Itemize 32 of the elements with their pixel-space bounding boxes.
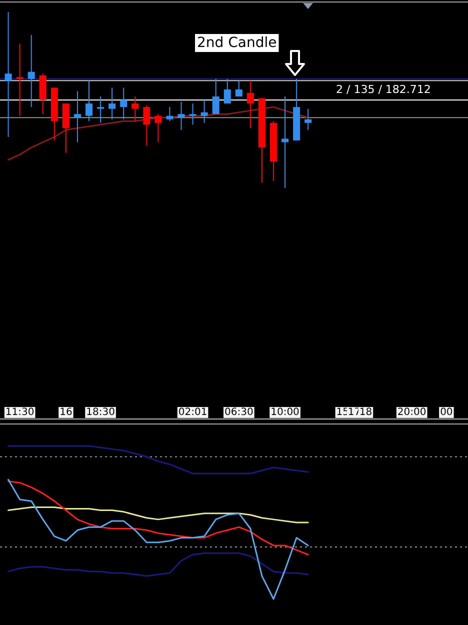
candlestick bbox=[246, 80, 254, 129]
x-tick-label: 11:30 bbox=[5, 407, 34, 418]
x-tick-label: 18 bbox=[359, 407, 372, 418]
x-tick-label: 02:01 bbox=[178, 407, 208, 418]
candlestick bbox=[166, 106, 174, 122]
candlestick bbox=[224, 78, 231, 104]
x-tick-label: 00 bbox=[440, 407, 453, 418]
candlestick bbox=[16, 43, 24, 116]
candlestick bbox=[189, 103, 196, 126]
candlestick bbox=[143, 104, 150, 146]
candlestick bbox=[108, 87, 116, 120]
candlestick bbox=[178, 101, 185, 130]
candlestick bbox=[28, 34, 35, 108]
candlestick bbox=[212, 78, 220, 115]
candlestick bbox=[132, 96, 139, 122]
candlestick bbox=[74, 90, 81, 143]
annotation: 2 / 135 / 182.712 bbox=[336, 83, 431, 96]
x-tick-label: 20:00 bbox=[397, 407, 426, 418]
candlestick bbox=[304, 108, 312, 130]
candlestick bbox=[200, 100, 208, 124]
candlestick bbox=[86, 80, 93, 122]
candlestick bbox=[235, 80, 242, 97]
x-tick-label: 10:00 bbox=[270, 407, 300, 418]
candlestick bbox=[120, 87, 128, 120]
x-tick-label: 18:30 bbox=[86, 407, 115, 418]
x-tick-label: 16 bbox=[60, 407, 72, 418]
candlestick bbox=[282, 96, 289, 188]
candlestick bbox=[97, 96, 104, 124]
annotation: 2nd Candle bbox=[197, 35, 277, 51]
candlestick bbox=[4, 12, 12, 138]
candlestick bbox=[154, 114, 162, 143]
x-tick-label: 06:30 bbox=[224, 407, 254, 418]
